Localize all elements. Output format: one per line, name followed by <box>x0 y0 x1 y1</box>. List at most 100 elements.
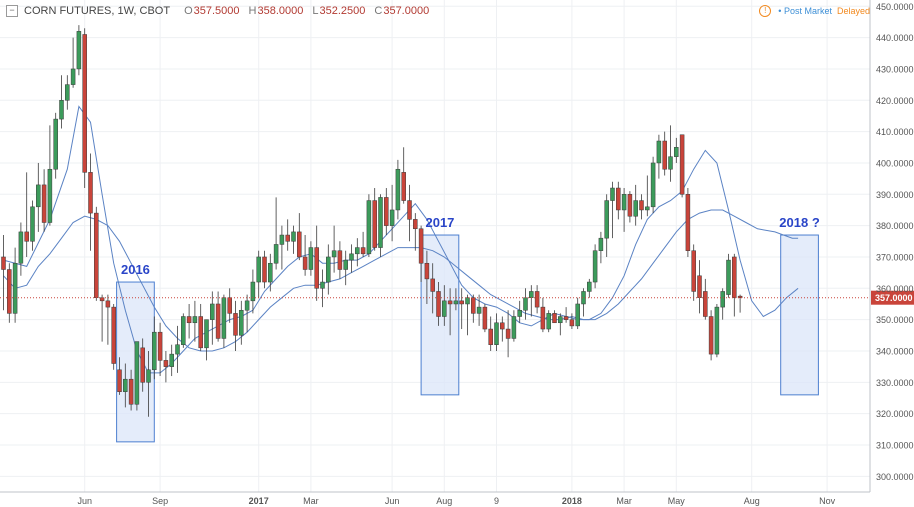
candle-body <box>204 319 209 349</box>
candle <box>192 300 198 342</box>
candle <box>465 294 470 336</box>
candle <box>650 156 656 214</box>
candle <box>523 288 528 320</box>
candle-body <box>146 369 151 383</box>
candle <box>314 225 319 301</box>
candle <box>175 325 180 373</box>
candle-body <box>175 344 180 355</box>
candle <box>215 291 221 342</box>
candle-body <box>88 172 93 214</box>
candle <box>181 313 186 348</box>
candle <box>41 169 47 232</box>
candle <box>679 134 685 198</box>
candle <box>262 250 267 289</box>
candle <box>233 300 238 351</box>
candle <box>53 112 58 179</box>
candle-body <box>128 378 134 405</box>
candle-body <box>732 256 737 298</box>
alert-circle-icon[interactable]: ! <box>759 5 772 17</box>
x-tick-label: Aug <box>436 496 452 506</box>
candle-body <box>134 341 140 405</box>
candle-body <box>517 309 522 317</box>
candle-body <box>169 353 174 367</box>
candle-body <box>494 322 499 345</box>
candle <box>128 369 134 411</box>
candle-body <box>465 297 470 305</box>
y-tick-label: 420.0000 <box>876 96 914 106</box>
candle <box>395 159 401 220</box>
candle <box>273 197 279 270</box>
candle-body <box>221 297 227 339</box>
candle <box>337 241 343 279</box>
candle-body <box>691 250 696 292</box>
candle <box>372 188 377 251</box>
candle-body <box>656 140 662 164</box>
candle-body <box>459 300 464 305</box>
x-tick-label: Jun <box>385 496 400 506</box>
last-price-tag <box>871 290 914 305</box>
candle <box>140 338 145 392</box>
candle <box>442 285 447 326</box>
candle <box>326 244 331 295</box>
candle-body <box>320 281 325 289</box>
y-tick-label: 330.0000 <box>876 378 914 388</box>
candle <box>384 188 389 236</box>
last-price-line: 357.0000 <box>0 290 914 305</box>
y-tick-label: 370.0000 <box>876 252 914 262</box>
candle <box>94 206 99 301</box>
x-tick-label: May <box>668 496 686 506</box>
candle <box>47 125 53 226</box>
candle <box>737 294 743 313</box>
candle-body <box>436 291 441 317</box>
y-tick-label: 310.0000 <box>876 440 914 450</box>
candle-body <box>378 197 383 248</box>
candle <box>308 241 314 276</box>
candle <box>610 181 615 239</box>
candle-body <box>41 184 47 223</box>
candle-body <box>366 200 372 255</box>
candle-body <box>442 300 447 317</box>
candle-body <box>720 291 725 308</box>
candle <box>12 247 18 323</box>
candle-body <box>662 140 667 170</box>
candle-body <box>279 234 285 245</box>
candle <box>59 75 64 129</box>
x-tick-label: 2017 <box>249 496 269 506</box>
candle <box>703 278 708 320</box>
x-tick-label: 2018 <box>562 496 582 506</box>
candle <box>645 175 650 217</box>
candle-body <box>250 281 256 302</box>
market-status[interactable]: ! • Post Market Delayed <box>759 5 870 17</box>
candle-body <box>679 134 685 195</box>
candle-body <box>407 200 412 220</box>
candle-body <box>384 197 389 226</box>
candle-body <box>529 291 534 298</box>
candle-body <box>181 316 186 345</box>
candles <box>1 25 743 417</box>
candle-body <box>621 194 627 211</box>
candle <box>366 194 372 257</box>
candle-body <box>82 34 87 173</box>
candle-body <box>598 237 604 251</box>
candle-body <box>534 291 540 308</box>
candle-body <box>372 200 377 248</box>
candle-body <box>627 194 633 217</box>
box-labels: 2016 2017 2018 ? <box>121 215 820 277</box>
collapse-button[interactable]: − <box>6 5 18 17</box>
candle-body <box>697 275 702 298</box>
candle-body <box>47 168 53 223</box>
candle-body <box>645 206 650 211</box>
candle-body <box>389 209 395 226</box>
candle <box>320 269 325 308</box>
open-value: 357.5000 <box>193 5 240 17</box>
candle-body <box>575 303 580 327</box>
candle-body <box>123 378 128 392</box>
candle-body <box>302 256 308 270</box>
candle-body <box>326 256 331 283</box>
candle <box>30 200 35 251</box>
y-tick-label: 360.0000 <box>876 284 914 294</box>
candle <box>685 188 691 257</box>
candle-body <box>227 297 232 314</box>
